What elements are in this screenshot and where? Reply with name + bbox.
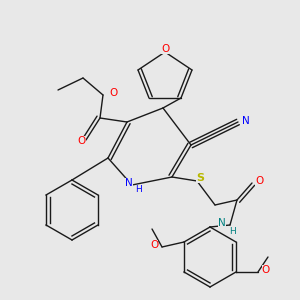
Text: O: O xyxy=(161,44,169,54)
Text: S: S xyxy=(196,173,204,183)
Text: N: N xyxy=(125,178,133,188)
Text: N: N xyxy=(218,218,226,228)
Text: N: N xyxy=(242,116,250,126)
Text: H: H xyxy=(229,227,236,236)
Text: H: H xyxy=(136,185,142,194)
Text: O: O xyxy=(109,88,117,98)
Text: O: O xyxy=(255,176,263,186)
Text: O: O xyxy=(262,265,270,275)
Text: O: O xyxy=(150,240,158,250)
Text: O: O xyxy=(78,136,86,146)
